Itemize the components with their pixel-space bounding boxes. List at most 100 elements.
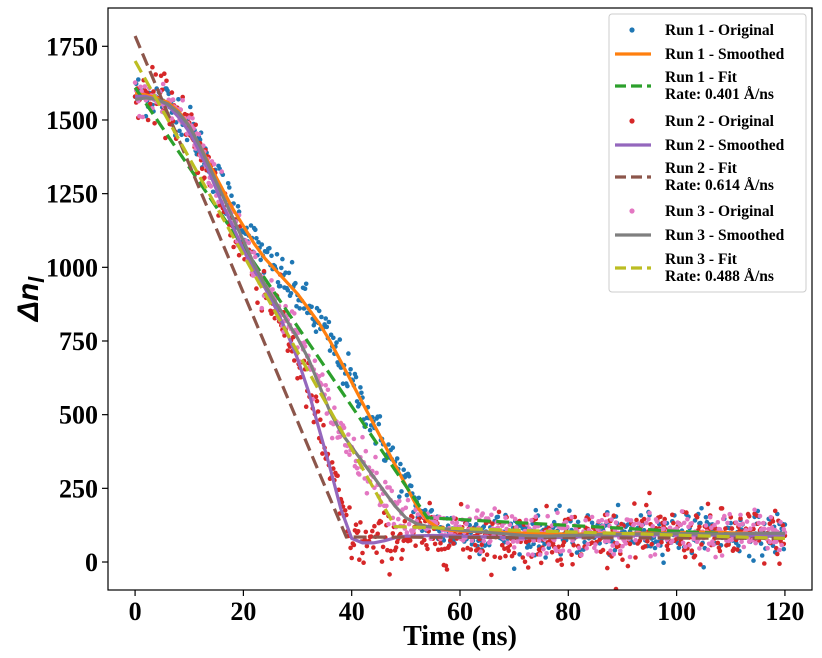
data-point (314, 398, 320, 404)
data-point (367, 427, 373, 433)
data-point (726, 542, 731, 547)
data-point (293, 280, 298, 286)
data-point (719, 553, 725, 558)
data-point (335, 473, 340, 479)
data-point (701, 565, 706, 570)
data-point (147, 101, 153, 107)
data-point (277, 283, 283, 289)
y-tick-label: 1000 (46, 253, 98, 282)
data-point (495, 514, 501, 520)
data-point (254, 286, 259, 291)
data-point (658, 514, 663, 520)
data-point (132, 80, 138, 85)
data-point (756, 520, 762, 526)
data-point (481, 538, 487, 544)
data-point (313, 329, 319, 335)
data-point (341, 425, 347, 431)
data-point (358, 385, 363, 390)
data-point (302, 286, 308, 292)
series-run-3-fit-line (133, 60, 785, 540)
legend-item-run-3-original: Run 3 - Original (629, 203, 775, 220)
data-point (342, 508, 348, 513)
data-point (613, 586, 619, 590)
data-point (571, 543, 576, 548)
data-point (331, 335, 336, 341)
data-point (283, 303, 288, 309)
data-point (520, 555, 526, 560)
data-point (579, 552, 584, 558)
data-point (363, 529, 369, 535)
data-point (533, 507, 539, 513)
data-point (448, 538, 453, 543)
data-point (313, 394, 319, 400)
data-point (355, 529, 361, 534)
data-point (309, 304, 314, 310)
data-point (533, 514, 539, 519)
data-point (290, 334, 296, 340)
legend-label: Run 3 - Fit (665, 251, 738, 268)
data-point (492, 554, 498, 560)
data-point (323, 316, 329, 321)
data-point (389, 556, 395, 561)
data-point (274, 252, 280, 257)
data-point (475, 508, 480, 513)
data-point (397, 498, 402, 504)
data-point (472, 542, 478, 548)
data-point (615, 502, 621, 508)
data-point (413, 543, 418, 548)
data-point (478, 549, 483, 554)
data-point (739, 539, 744, 544)
y-axis-label-symbol: Δn (12, 283, 45, 322)
data-point (611, 552, 617, 557)
data-point (662, 516, 667, 522)
data-point (199, 166, 205, 172)
data-point (225, 181, 231, 186)
data-point (279, 265, 284, 271)
data-point (404, 492, 410, 498)
data-point (190, 116, 195, 121)
data-point (570, 562, 575, 567)
data-point (655, 542, 661, 548)
series-run-1-fit-line (133, 86, 785, 539)
data-point (316, 308, 322, 314)
data-point (683, 544, 688, 549)
legend-item-run-1-original: Run 1 - Original (629, 22, 775, 39)
data-point (612, 547, 618, 553)
data-point (680, 540, 686, 546)
data-point (602, 539, 608, 544)
data-point (416, 495, 422, 501)
legend-label: Run 2 - Original (665, 113, 775, 130)
data-point (280, 256, 285, 262)
data-point (687, 542, 692, 548)
data-point (661, 526, 666, 532)
data-point (348, 367, 353, 372)
data-point (179, 132, 184, 138)
data-point (160, 81, 166, 87)
data-point (544, 503, 549, 509)
data-point (689, 548, 695, 553)
x-tick-label: 0 (129, 597, 142, 626)
data-point (292, 311, 297, 316)
legend-marker (629, 208, 635, 214)
data-point (705, 547, 711, 553)
data-point (358, 520, 363, 525)
data-point (659, 539, 664, 545)
data-point (446, 543, 452, 548)
data-point (327, 348, 333, 353)
data-point (527, 538, 532, 543)
data-point (153, 72, 158, 77)
data-point (705, 501, 711, 507)
data-point (236, 209, 242, 214)
data-point (503, 515, 508, 520)
data-point (670, 538, 675, 544)
data-point (683, 554, 688, 560)
data-point (671, 520, 676, 526)
data-point (219, 169, 224, 174)
y-tick-label: 250 (59, 474, 98, 503)
data-point (689, 521, 695, 526)
y-tick-label: 1500 (46, 106, 98, 135)
data-point (164, 78, 169, 84)
